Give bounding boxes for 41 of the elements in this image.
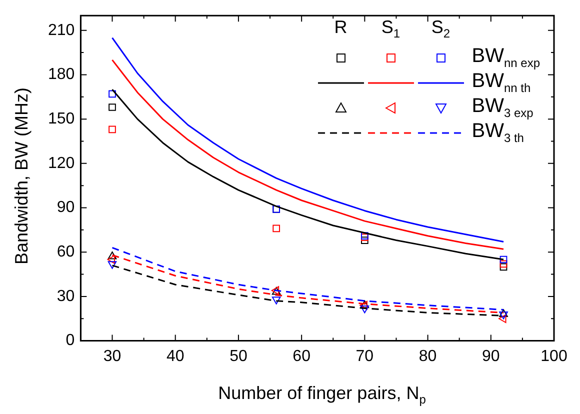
y-tick-label: 210 (48, 22, 75, 39)
x-tick-label: 90 (482, 348, 500, 365)
y-tick-label: 180 (48, 66, 75, 84)
x-tick-label: 100 (540, 348, 568, 365)
point (108, 261, 117, 269)
point (500, 256, 508, 264)
point (108, 90, 116, 98)
annotation: R (333, 16, 348, 39)
point (108, 104, 116, 111)
point (499, 311, 508, 320)
point (272, 224, 280, 232)
y-tick-label: 90 (56, 199, 75, 216)
y-tick-label: 0 (66, 332, 75, 350)
x-tick-label: 80 (418, 348, 437, 365)
x-tick-label: 60 (292, 348, 311, 365)
point (500, 263, 508, 271)
point (108, 126, 116, 134)
point (360, 236, 368, 244)
x-tick-label: 50 (230, 348, 248, 365)
y-tick-label: 120 (48, 154, 75, 172)
y-tick-label: 150 (48, 110, 75, 128)
x-axis-title: Number of finger pairs, N$_{p}$ (218, 383, 426, 407)
y-axis-title: Bandwidth, BW (MHz) (12, 87, 32, 265)
annotation: BW$_{3 th}$ (470, 120, 525, 145)
point (499, 309, 508, 317)
point (107, 255, 115, 264)
x-tick-label: 70 (356, 348, 374, 365)
point (498, 314, 506, 324)
annotation: S$_{2}$ (430, 16, 452, 43)
point (500, 260, 508, 268)
point (272, 296, 281, 304)
annotation: BW$_{nn exp}$ (470, 45, 540, 70)
annotation: S$_{1}$ (380, 16, 402, 43)
x-tick-label: 30 (103, 348, 122, 365)
point (360, 306, 370, 314)
point (108, 252, 117, 260)
y-tick-label: 60 (56, 244, 75, 261)
y-tick-label: 30 (56, 288, 75, 305)
x-tick-label: 40 (166, 348, 184, 365)
annotation: BW$_{nn th}$ (470, 70, 532, 95)
annotation: BW$_{3 exp}$ (470, 95, 534, 120)
